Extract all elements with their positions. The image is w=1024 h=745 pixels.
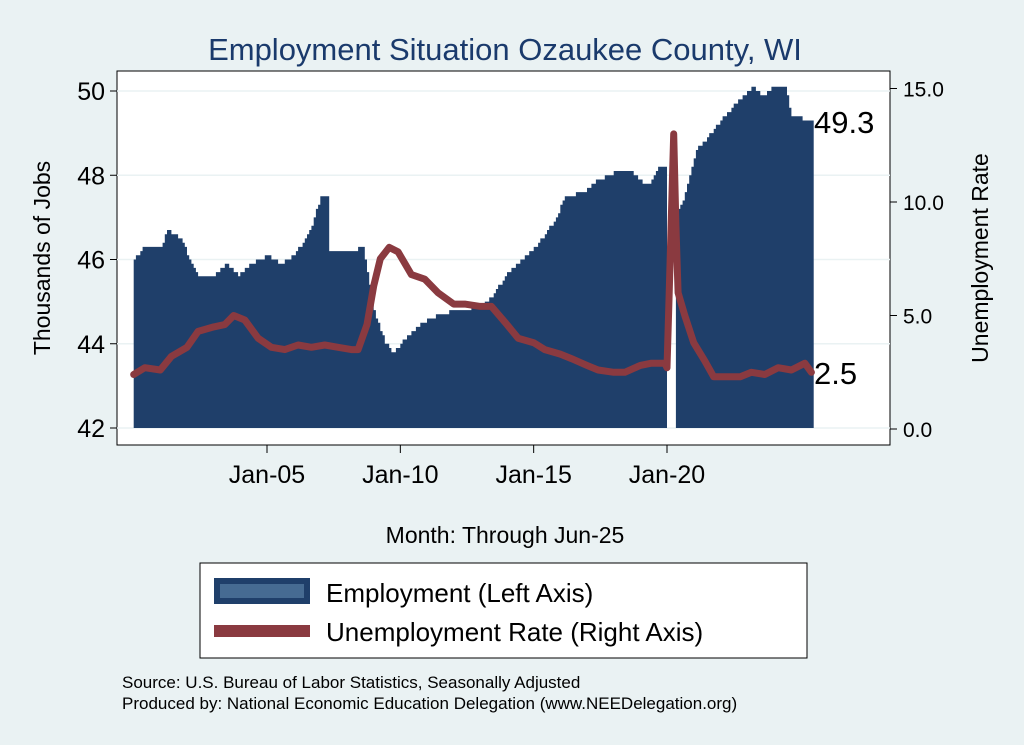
left-axis-title: Thousands of Jobs [29, 161, 55, 355]
legend-swatch-employment-inner [220, 584, 304, 598]
employment-end-label: 49.3 [814, 105, 874, 140]
right-axis-title: Unemployment Rate [967, 153, 993, 363]
right-axis: 0.0 5.0 10.0 15.0 [890, 79, 944, 442]
left-tick-label-4: 50 [77, 78, 105, 106]
left-tick-label-0: 42 [77, 415, 105, 443]
x-tick-label-3: Jan-20 [629, 461, 705, 489]
x-axis-title: Month: Through Jun-25 [386, 522, 625, 548]
source-line-1: Source: U.S. Bureau of Labor Statistics,… [122, 673, 580, 692]
left-tick-label-3: 48 [77, 162, 105, 190]
unemployment-line-layer [130, 130, 815, 381]
right-tick-label-3: 15.0 [903, 79, 944, 102]
legend-label-employment: Employment (Left Axis) [326, 578, 593, 608]
chart-title: Employment Situation Ozaukee County, WI [208, 32, 802, 67]
legend-swatch-unemployment [214, 625, 310, 637]
left-tick-label-1: 44 [77, 331, 105, 359]
left-axis: 42 44 46 48 50 [77, 78, 117, 443]
right-tick-label-2: 10.0 [903, 192, 944, 215]
x-tick-label-1: Jan-10 [362, 461, 438, 489]
source-line-2: Produced by: National Economic Education… [122, 694, 737, 713]
unemployment-line [130, 130, 815, 381]
right-tick-label-1: 5.0 [903, 306, 932, 329]
x-axis: Jan-05 Jan-10 Jan-15 Jan-20 [229, 445, 705, 489]
x-tick-label-0: Jan-05 [229, 461, 305, 489]
legend: Employment (Left Axis) Unemployment Rate… [199, 562, 808, 659]
right-tick-label-0: 0.0 [903, 419, 932, 442]
legend-label-unemployment: Unemployment Rate (Right Axis) [326, 617, 703, 647]
unemployment-end-label: 2.5 [814, 356, 857, 391]
left-tick-label-2: 46 [77, 247, 105, 275]
x-tick-label-2: Jan-15 [495, 461, 571, 489]
